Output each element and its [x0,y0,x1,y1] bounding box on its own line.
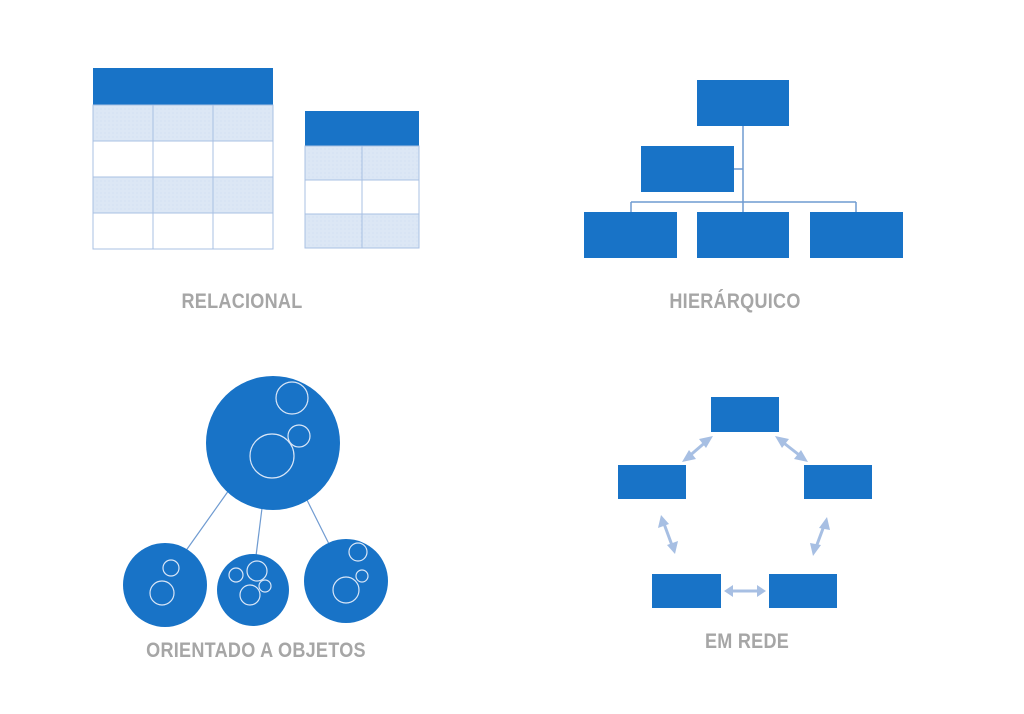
network-model [618,397,872,608]
object-attribute-circle [246,560,268,582]
table-row [93,213,273,249]
object-attribute-circle [287,424,311,448]
hierarchy-connectors [630,126,857,212]
relational-table-large [92,68,274,250]
object-attribute-circle [228,567,244,583]
object-connectors [184,489,331,557]
table-row-shaded [93,177,273,213]
table-header [93,68,273,105]
hierarchy-middle-node [641,146,734,192]
object-attribute-circle [258,579,272,593]
object-child [123,543,207,627]
relational-table-small [304,111,420,249]
object-oriented-caption: ORIENTADO A OBJETOS [146,639,366,662]
network-node-top [711,397,779,432]
object-attribute-circle [348,542,368,562]
network-arrowheads [658,436,830,597]
network-node-right [804,465,872,499]
network-links [661,438,827,593]
network-node-bottom-right [769,574,837,608]
object-attribute-circle [355,569,369,583]
object-attribute-circle [149,580,175,606]
object-child [304,539,388,623]
object-attribute-circle [275,381,309,415]
hierarchy-leaf-node [810,212,903,258]
object-parent [206,376,340,510]
hierarchical-model [584,80,903,258]
hierarchy-leaf-node [584,212,677,258]
hierarchy-root-node [697,80,789,126]
network-caption: EM REDE [704,630,790,653]
object-child [217,554,289,626]
relational-model [92,68,420,250]
network-node-bottom-left [652,574,721,608]
hierarchical-caption: HIERÁRQUICO [669,290,801,313]
table-row-shaded [93,105,273,141]
object-attribute-circle [162,559,180,577]
object-attribute-circle [249,433,295,479]
table-grid [304,145,420,249]
relational-caption: RELACIONAL [181,290,303,313]
object-attribute-circle [332,576,360,604]
table-row [93,141,273,177]
object-oriented-model [123,376,388,627]
network-node-left [618,465,686,499]
table-grid [92,104,274,250]
table-header [305,111,419,146]
object-attribute-circle [239,584,261,606]
hierarchy-leaf-node [697,212,789,258]
